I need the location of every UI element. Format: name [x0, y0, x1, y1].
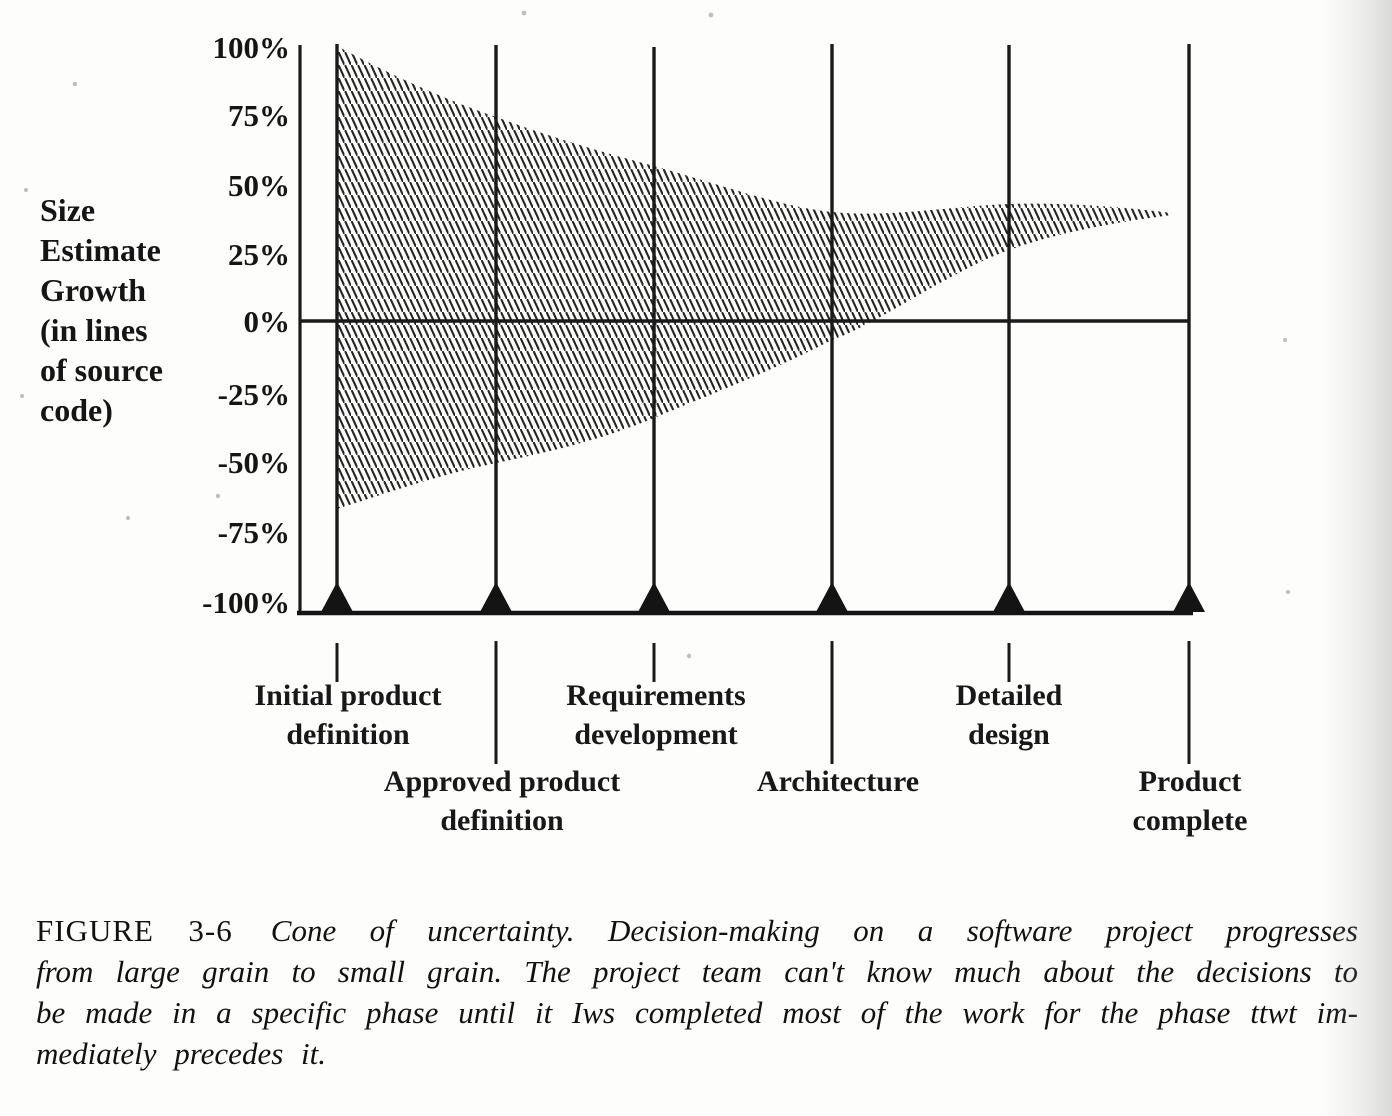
- caption-line-3: be made in a specific phase until it Iws…: [36, 995, 1358, 1030]
- caption-line-2: from large grain to small grain. The pro…: [36, 954, 1358, 989]
- y-tick-neg100: -100%: [202, 585, 290, 620]
- triangle-marker-architecture: [816, 582, 848, 612]
- phase-label-approved: Approved product definition: [383, 765, 621, 837]
- triangle-marker-approved: [480, 582, 512, 612]
- triangle-marker-detailed: [993, 582, 1025, 612]
- triangle-marker-complete: [1173, 582, 1205, 612]
- caption-line-1: FIGURE 3-6 Cone of uncertainty. Decision-…: [36, 910, 1358, 951]
- y-tick-75: 75%: [228, 98, 290, 133]
- y-tick-neg75: -75%: [217, 515, 290, 550]
- caption-text: Cone of uncertainty. Decision-making on …: [270, 913, 1358, 948]
- y-tick-0: 0%: [243, 304, 291, 339]
- y-axis-title-line: of source: [40, 352, 163, 388]
- phase-label-architecture: Architecture: [756, 765, 920, 798]
- y-tick-neg50: -50%: [217, 445, 290, 480]
- phase-label-detailed: Detailed design: [955, 679, 1063, 751]
- caption-line-4: mediately precedes it.: [36, 1036, 326, 1071]
- triangle-marker-requirements: [638, 582, 670, 612]
- y-axis-title-line: Growth: [40, 272, 147, 308]
- y-tick-50: 50%: [228, 168, 290, 203]
- y-axis-title-line: (in lines: [40, 312, 148, 348]
- scan-specks: [20, 10, 1290, 659]
- y-tick-neg25: -25%: [217, 377, 290, 412]
- uncertainty-cone-area: [337, 46, 1172, 509]
- y-axis-title-line: Size: [40, 192, 96, 228]
- y-axis-title: Size Estimate Growth (in lines of source…: [40, 190, 270, 430]
- figure-number-label: FIGURE 3-6: [36, 913, 233, 948]
- y-tick-25: 25%: [228, 237, 290, 272]
- y-axis-title-line: Estimate: [40, 232, 161, 268]
- triangle-marker-initial: [321, 582, 353, 612]
- phase-label-complete: Product complete: [1132, 765, 1248, 837]
- phase-label-initial: Initial product definition: [254, 679, 442, 751]
- y-tick-100: 100%: [212, 30, 291, 65]
- y-axis-title-line: code): [40, 392, 113, 428]
- phase-label-requirements: Requirements development: [566, 679, 746, 751]
